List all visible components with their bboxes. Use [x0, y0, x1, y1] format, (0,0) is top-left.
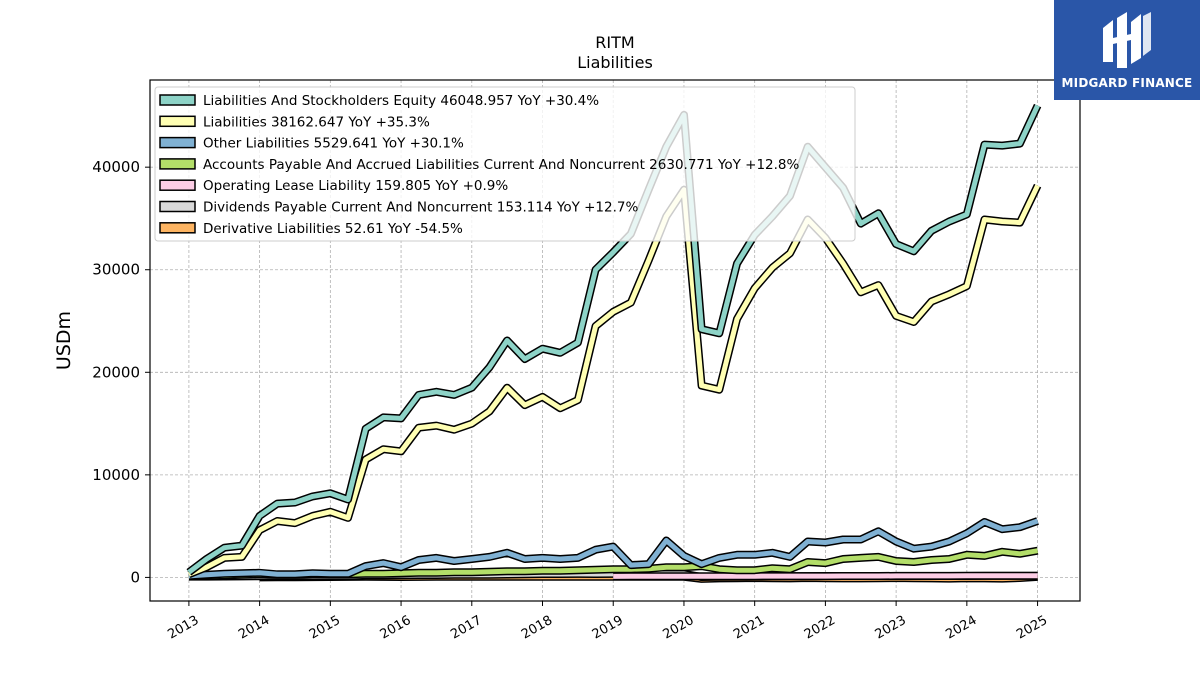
y-tick-label: 20000: [92, 363, 140, 381]
legend-item: Other Liabilities 5529.641 YoY +30.1%: [159, 136, 464, 152]
plot-frame: [149, 79, 1081, 602]
x-tick-label: 2023: [873, 613, 909, 643]
midgard-logo-icon: [1103, 12, 1151, 68]
legend-swatch: [159, 222, 196, 234]
x-tick-label: 2024: [943, 613, 979, 643]
series-lines: [186, 103, 1042, 583]
x-tick-label: 2017: [448, 613, 484, 643]
x-tick-label: 2016: [378, 613, 414, 643]
legend-item: Liabilities 38162.647 YoY +35.3%: [159, 114, 430, 130]
legend-swatch: [159, 94, 196, 106]
legend-item: Dividends Payable Current And Noncurrent…: [159, 200, 638, 216]
series-line: [613, 573, 1038, 579]
series-line: [187, 184, 1040, 577]
y-tick-label: 0: [130, 568, 140, 586]
brand-name: MIDGARD FINANCE: [1061, 76, 1193, 90]
x-tick-label: 2020: [660, 613, 696, 643]
series-2: [188, 517, 1039, 580]
y-axis-label: USDm: [53, 311, 75, 370]
chart-title: RITM: [595, 33, 634, 52]
legend-swatch: [159, 179, 196, 191]
legend-item: Accounts Payable And Accrued Liabilities…: [159, 157, 800, 173]
x-tick-label: 2018: [519, 613, 555, 643]
x-tick-label: 2013: [165, 613, 201, 643]
series-1: [187, 183, 1042, 579]
legend-label: Operating Lease Liability 159.805 YoY +0…: [203, 178, 508, 194]
x-tick-label: 2019: [590, 613, 626, 643]
legend-swatch: [159, 200, 196, 213]
chart-subtitle: Liabilities: [577, 53, 653, 72]
x-tick-label: 2015: [307, 613, 343, 643]
series-line: [188, 518, 1039, 579]
brand-logo: MIDGARD FINANCE: [1054, 0, 1200, 100]
legend-label: Dividends Payable Current And Noncurrent…: [203, 200, 638, 216]
y-tick-label: 30000: [92, 261, 140, 279]
series-4: [613, 571, 1038, 581]
legend-box: [154, 86, 856, 242]
legend-item: Operating Lease Liability 159.805 YoY +0…: [159, 178, 508, 194]
legend-swatch: [159, 136, 196, 149]
x-tick-label: 2021: [731, 613, 767, 643]
legend-label: Liabilities 38162.647 YoY +35.3%: [203, 114, 430, 130]
x-tick-label: 2014: [236, 613, 272, 643]
legend-label: Accounts Payable And Accrued Liabilities…: [203, 157, 800, 173]
legend: Liabilities And Stockholders Equity 4604…: [154, 86, 856, 242]
x-tick-label: 2025: [1014, 613, 1050, 643]
legend-label: Liabilities And Stockholders Equity 4604…: [203, 93, 599, 109]
legend-item: Derivative Liabilities 52.61 YoY -54.5%: [159, 221, 463, 237]
y-tick-label: 40000: [92, 158, 140, 176]
legend-swatch: [159, 158, 196, 170]
legend-label: Derivative Liabilities 52.61 YoY -54.5%: [203, 221, 463, 237]
y-tick-label: 10000: [92, 466, 140, 484]
legend-swatch: [159, 115, 196, 128]
legend-label: Other Liabilities 5529.641 YoY +30.1%: [203, 136, 464, 152]
x-tick-label: 2022: [802, 613, 838, 643]
series-line: [187, 104, 1040, 575]
series-0: [186, 103, 1042, 576]
legend-item: Liabilities And Stockholders Equity 4604…: [159, 93, 599, 109]
